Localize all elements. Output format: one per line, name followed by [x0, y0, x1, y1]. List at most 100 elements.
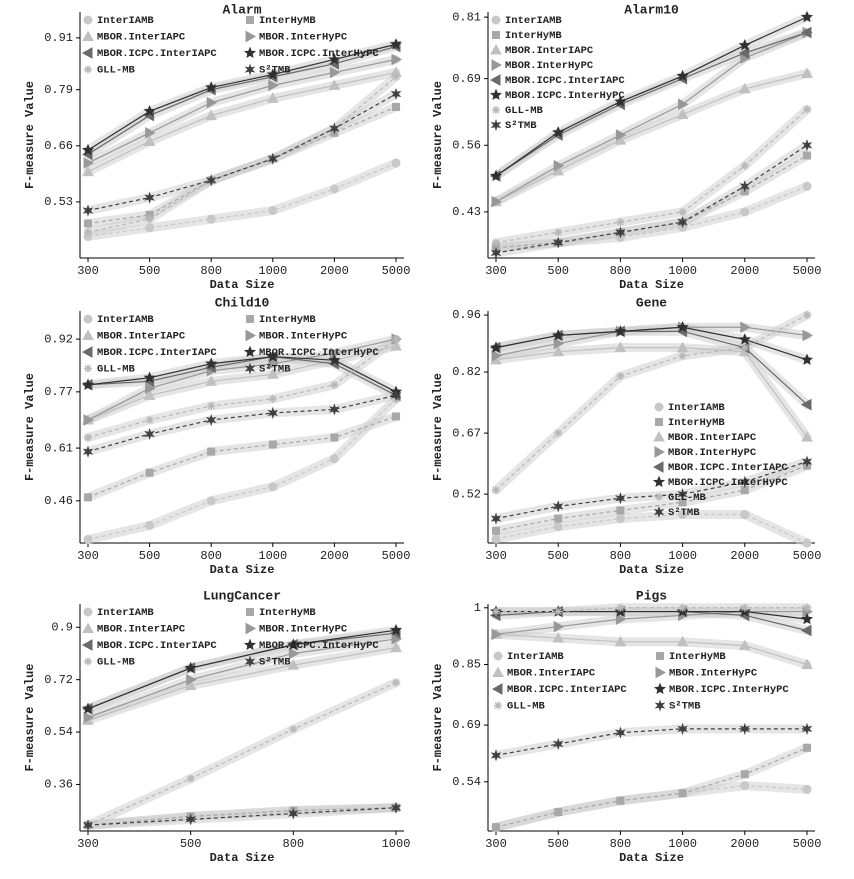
legend-label: MBOR.InterIAPC — [97, 623, 186, 635]
series-line — [496, 607, 807, 613]
series-line — [87, 93, 397, 212]
data-point — [553, 159, 565, 172]
legend-marker — [245, 622, 257, 635]
x-tick-label: 300 — [77, 264, 99, 278]
data-point — [268, 79, 279, 92]
data-point — [552, 737, 564, 751]
data-point — [614, 635, 627, 647]
legend-marker — [489, 88, 503, 101]
x-tick-label: 1000 — [668, 549, 697, 563]
series-line — [87, 629, 397, 710]
data-point — [800, 353, 814, 365]
series-line — [495, 610, 807, 635]
x-tick-label: 500 — [139, 549, 161, 563]
confidence-band — [83, 334, 401, 443]
data-point — [329, 184, 339, 194]
series-line — [495, 347, 808, 438]
data-point — [390, 389, 402, 402]
series-line — [495, 633, 808, 666]
data-point — [287, 807, 299, 820]
series-line — [87, 43, 397, 151]
series-line — [495, 108, 808, 244]
data-point — [83, 414, 95, 426]
y-tick-label: 0.46 — [44, 494, 73, 508]
legend-label: MBOR.ICPC.InterIAPC — [505, 75, 625, 87]
data-point — [489, 341, 503, 353]
legend-label: MBOR.ICPC.InterHyPC — [505, 90, 625, 102]
y-tick-label: 0.43 — [452, 205, 481, 219]
data-point — [205, 413, 217, 427]
data-point — [553, 337, 565, 350]
legend-marker — [654, 446, 666, 458]
data-point — [490, 246, 502, 260]
y-tick-label: 0.54 — [452, 775, 481, 789]
data-point — [739, 722, 751, 736]
legend-label: InterIAMB — [97, 314, 154, 326]
legend-label: InterHyMB — [259, 15, 316, 27]
legend-marker — [490, 43, 502, 55]
data-point — [391, 53, 403, 66]
legend-marker — [84, 364, 92, 373]
data-point — [801, 67, 813, 78]
data-point — [801, 658, 813, 670]
data-point — [553, 620, 565, 633]
x-tick-label: 2000 — [320, 264, 349, 278]
series-line — [87, 356, 397, 393]
chart-title: Alarm — [222, 2, 261, 17]
legend-label: MBOR.ICPC.InterIAPC — [97, 347, 217, 359]
data-point — [738, 38, 751, 51]
legend-label: MBOR.ICPC.InterIAPC — [97, 640, 217, 652]
x-axis-label: Data Size — [619, 563, 684, 577]
legend-marker — [84, 65, 92, 74]
y-tick-label: 0.67 — [452, 426, 481, 440]
y-tick-label: 0.77 — [44, 385, 73, 399]
data-point — [184, 679, 197, 690]
y-tick-label: 0.36 — [44, 778, 73, 792]
x-axis-label: Data Size — [619, 278, 684, 292]
data-point — [678, 789, 687, 798]
data-point — [205, 109, 218, 121]
x-tick-label: 2000 — [730, 837, 759, 851]
data-point — [740, 321, 751, 334]
data-point — [268, 206, 278, 216]
data-point — [614, 341, 627, 353]
legend-label: MBOR.InterHyPC — [259, 330, 348, 342]
series-line — [495, 465, 808, 532]
legend-marker — [83, 314, 93, 324]
series-line — [495, 326, 808, 361]
y-axis-label: F-measure Value — [431, 81, 445, 189]
series-line — [495, 784, 808, 828]
data-point — [266, 92, 279, 103]
series-line — [87, 398, 397, 541]
data-point — [616, 372, 625, 381]
data-point — [206, 214, 216, 224]
legend-marker — [81, 346, 93, 358]
series-line — [87, 356, 397, 396]
x-tick-label: 5000 — [382, 264, 411, 278]
data-point — [330, 433, 339, 442]
data-point — [267, 152, 279, 165]
data-point — [328, 53, 341, 65]
data-point — [552, 236, 564, 249]
series-line — [87, 162, 397, 238]
data-point — [677, 722, 689, 736]
series-line — [495, 31, 808, 177]
series-line — [87, 76, 397, 233]
data-point — [143, 105, 156, 117]
data-point — [288, 647, 300, 660]
legend-label: InterIAMB — [507, 651, 564, 663]
y-tick-label: 0.69 — [452, 718, 481, 732]
data-point — [390, 87, 402, 101]
data-point — [205, 81, 218, 93]
data-point — [739, 180, 751, 193]
legend-label: MBOR.ICPC.InterHyPC — [259, 347, 379, 359]
data-point — [491, 534, 501, 544]
legend-label: S²TMB — [259, 656, 291, 668]
series-line — [87, 71, 397, 173]
legend-label: MBOR.InterIAPC — [507, 667, 596, 679]
series-line — [87, 807, 397, 826]
legend-marker — [492, 31, 500, 39]
legend-label: InterHyMB — [668, 417, 725, 429]
data-point — [82, 445, 94, 458]
data-point — [145, 382, 156, 395]
